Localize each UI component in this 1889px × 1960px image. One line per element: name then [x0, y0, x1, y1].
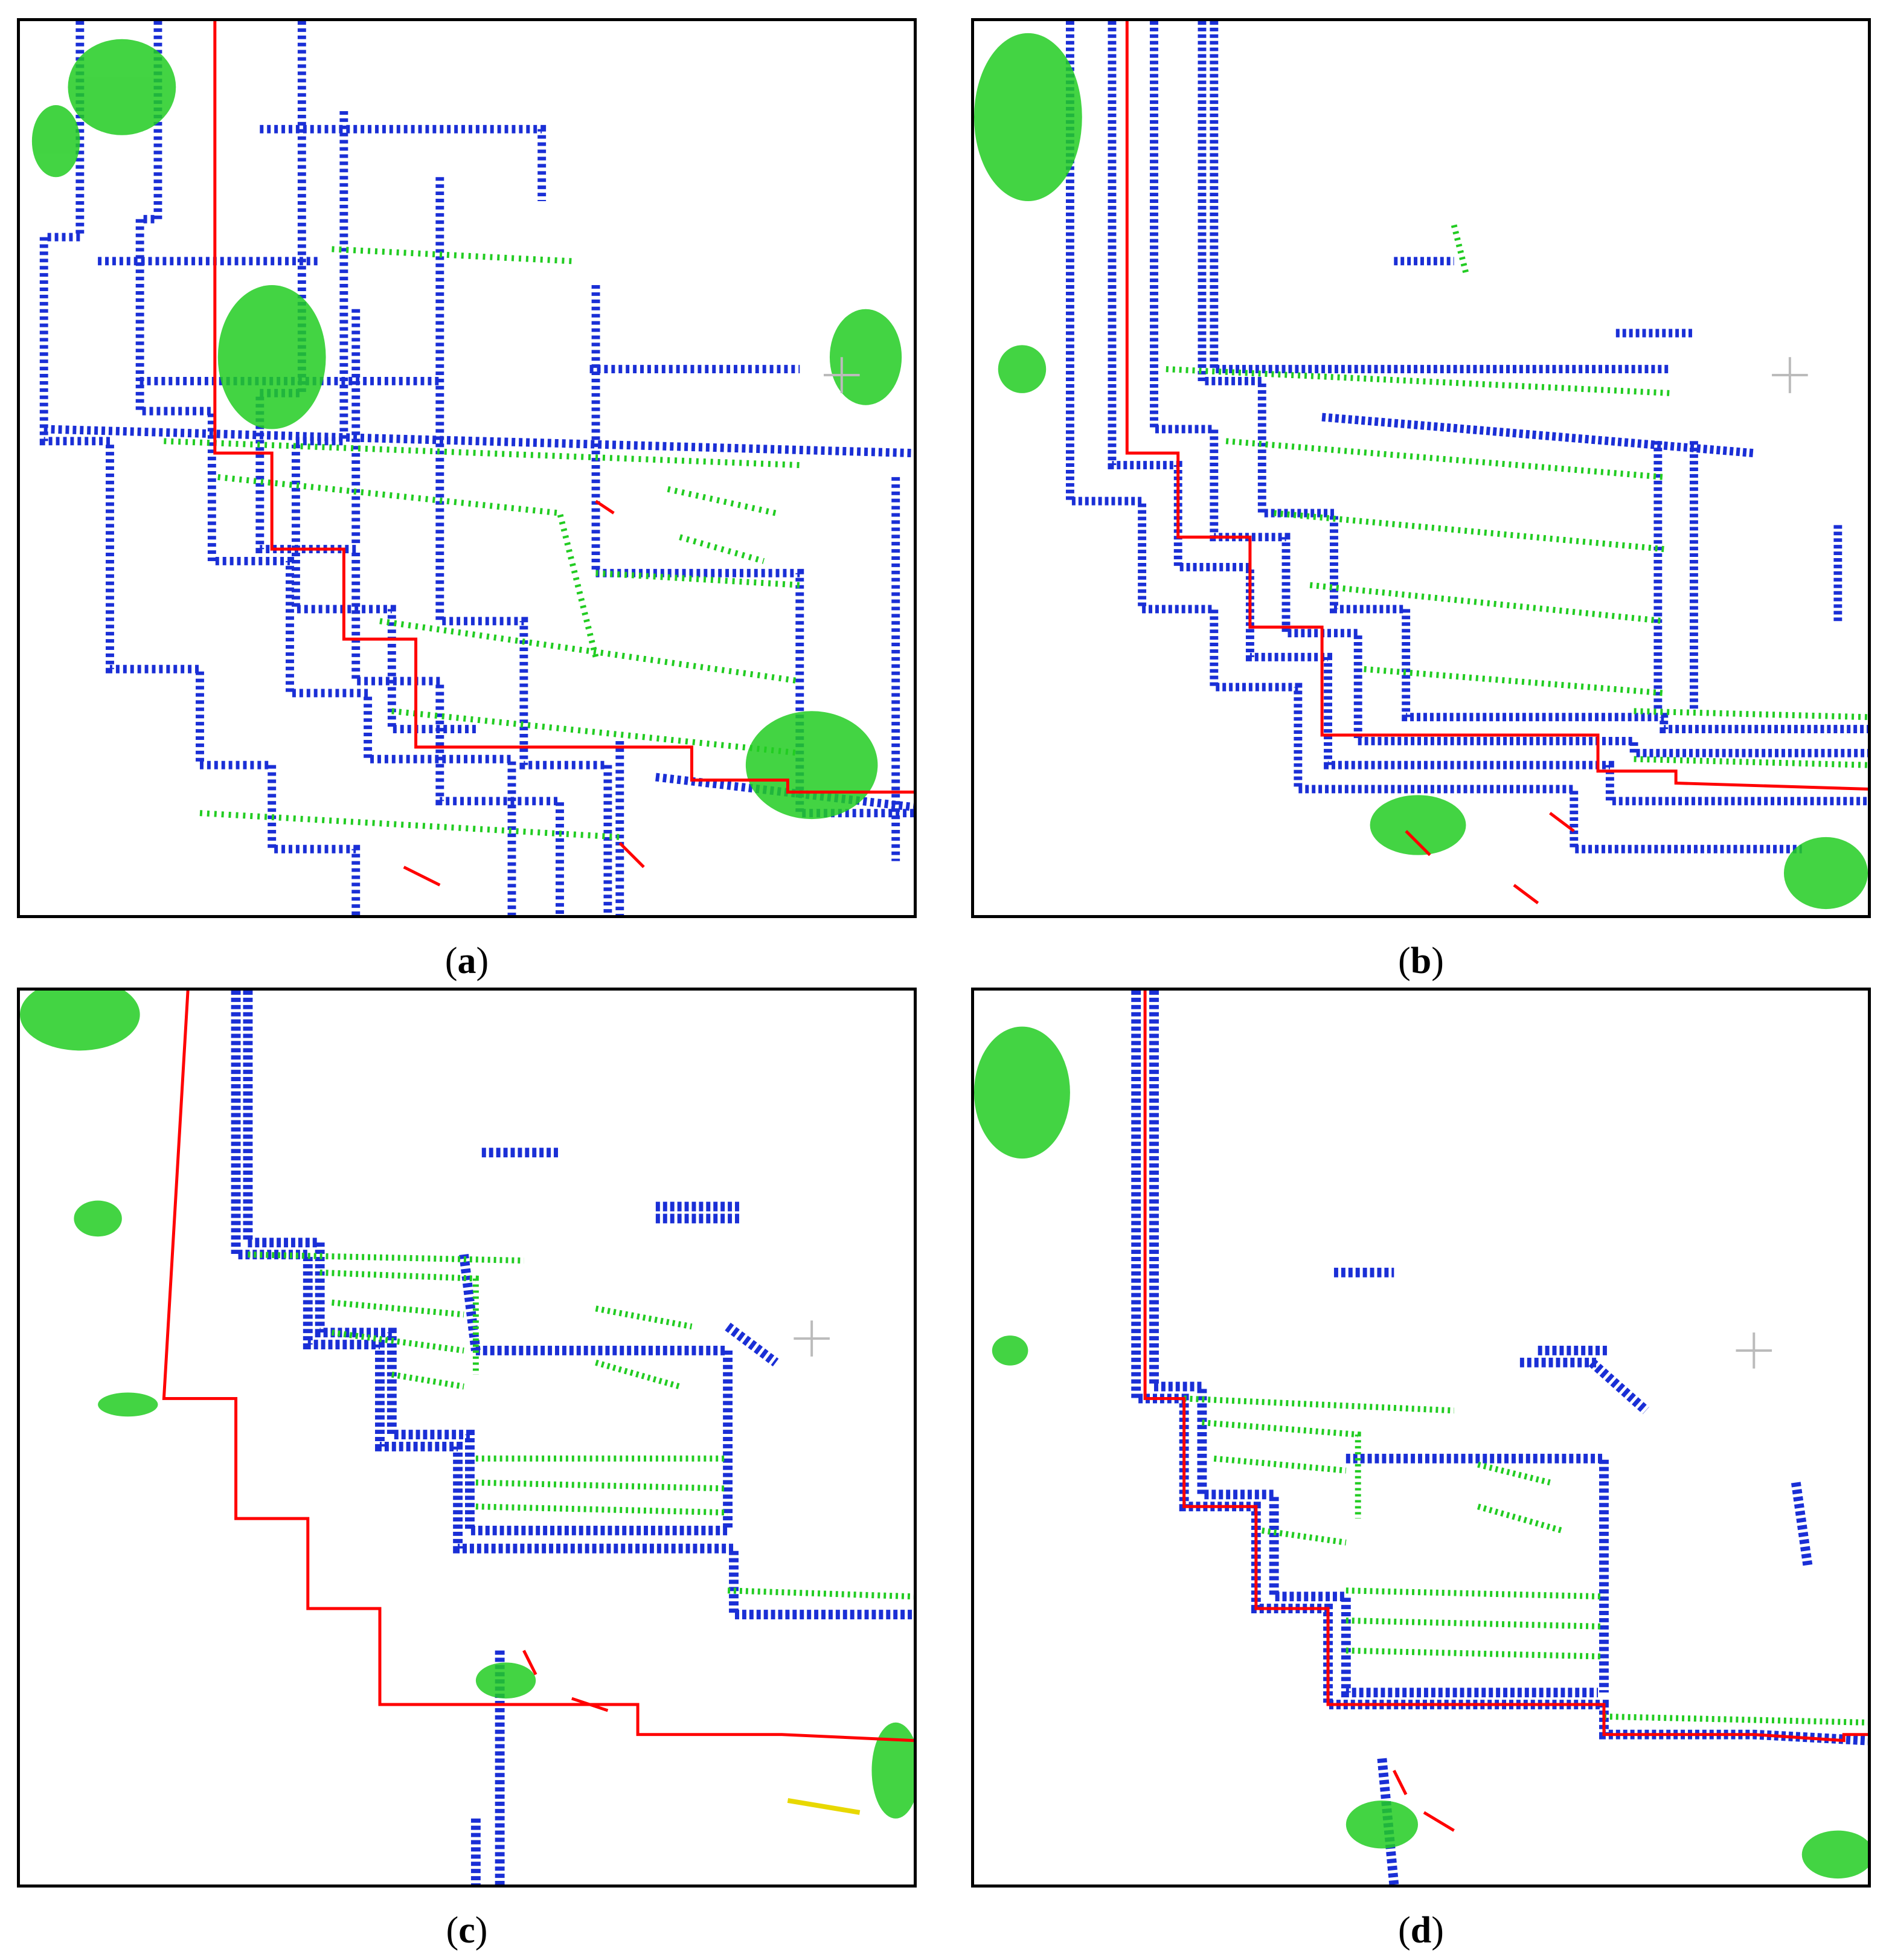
crosshair-c: [794, 1320, 830, 1357]
panel-d: [971, 988, 1871, 1888]
crosshair-b: [1772, 357, 1808, 393]
crosshair-d: [1736, 1332, 1772, 1369]
panel-b: [971, 18, 1871, 918]
boundary-line-b: [1125, 21, 1868, 791]
boundary-line-d: [1143, 991, 1868, 1743]
caption-a: (a): [444, 940, 489, 982]
point-cloud-c: [20, 991, 914, 1884]
boundary-line-c: [162, 991, 914, 1743]
panel-a: [17, 18, 917, 918]
caption-b: (b): [1398, 940, 1444, 982]
point-cloud-d: [974, 991, 1868, 1884]
crosshair-a: [824, 357, 860, 393]
caption-c: (c): [446, 1910, 488, 1951]
point-cloud-a: [31, 21, 914, 915]
caption-d: (d): [1398, 1910, 1444, 1951]
point-cloud-b: [974, 21, 1868, 910]
boundary-line-a: [213, 21, 914, 794]
panel-c: [17, 988, 917, 1888]
